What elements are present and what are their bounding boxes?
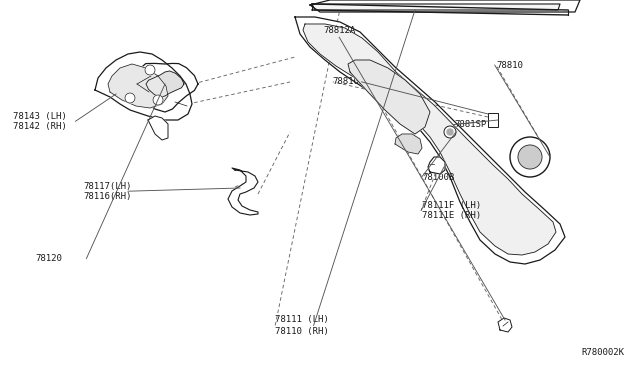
Text: 78110 (RH): 78110 (RH): [275, 327, 329, 336]
Text: 78142 (RH): 78142 (RH): [13, 122, 67, 131]
Text: 78100B: 78100B: [422, 173, 454, 182]
Text: 78143 (LH): 78143 (LH): [13, 112, 67, 121]
Polygon shape: [95, 52, 192, 120]
Circle shape: [444, 126, 456, 138]
Text: 78810: 78810: [496, 61, 523, 70]
Polygon shape: [108, 64, 168, 108]
Text: 7881SP: 7881SP: [454, 120, 486, 129]
Polygon shape: [141, 63, 198, 112]
Circle shape: [153, 95, 163, 105]
Polygon shape: [310, 0, 580, 12]
Text: 78111 (LH): 78111 (LH): [275, 315, 329, 324]
Circle shape: [518, 145, 542, 169]
Text: 78120: 78120: [36, 254, 63, 263]
Text: 78111F (LH): 78111F (LH): [422, 201, 481, 210]
Text: 78812A: 78812A: [323, 26, 355, 35]
Polygon shape: [395, 134, 422, 154]
Polygon shape: [146, 71, 184, 97]
Polygon shape: [498, 318, 512, 332]
Polygon shape: [312, 4, 560, 10]
Text: 78111E (RH): 78111E (RH): [422, 211, 481, 220]
Text: 78810D: 78810D: [333, 77, 365, 86]
Circle shape: [145, 65, 155, 75]
Text: 78117(LH): 78117(LH): [83, 182, 132, 190]
Polygon shape: [428, 157, 445, 174]
Polygon shape: [148, 116, 168, 140]
Polygon shape: [348, 60, 430, 134]
Circle shape: [125, 93, 135, 103]
Polygon shape: [228, 168, 258, 215]
Bar: [488, 113, 498, 127]
Text: R780002K: R780002K: [581, 348, 624, 357]
Polygon shape: [295, 17, 565, 264]
Polygon shape: [303, 24, 556, 255]
Text: 78116(RH): 78116(RH): [83, 192, 132, 201]
Circle shape: [447, 129, 453, 135]
Circle shape: [510, 137, 550, 177]
